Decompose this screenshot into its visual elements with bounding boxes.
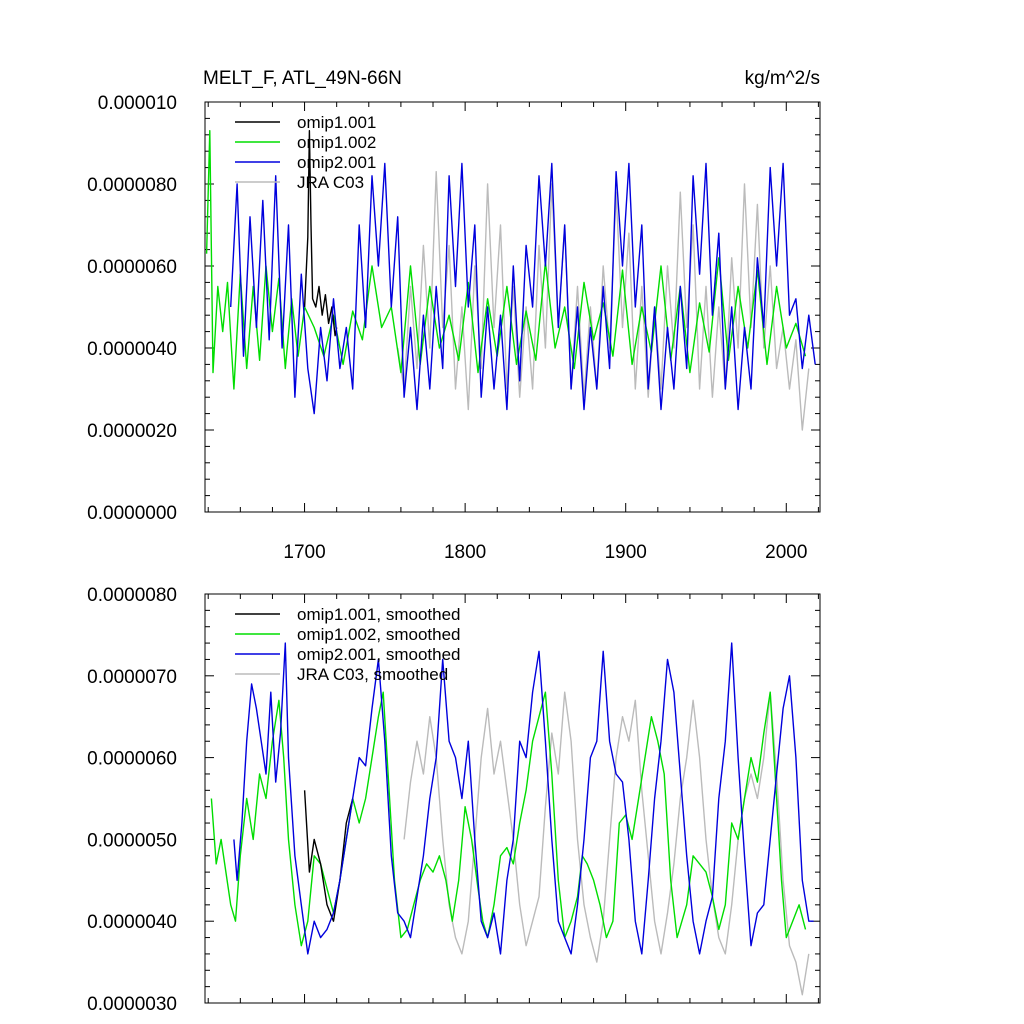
chart-units: kg/m^2/s bbox=[745, 68, 820, 89]
legend-label: omip2.001 bbox=[297, 153, 376, 172]
series-line-omip2-001-smoothed bbox=[233, 642, 814, 955]
y-tick-label: 0.0000080 bbox=[87, 175, 177, 196]
series-line-omip1-001 bbox=[303, 129, 338, 337]
x-tick-label: 2000 bbox=[765, 542, 807, 563]
y-tick-label: 0.000010 bbox=[98, 93, 177, 114]
series-line-jra-c03-smoothed bbox=[403, 691, 810, 996]
legend-label: omip1.001 bbox=[297, 113, 376, 132]
series-line-omip1-001-smoothed bbox=[303, 790, 354, 922]
legend-label: JRA C03, smoothed bbox=[297, 665, 448, 684]
y-tick-label: 0.0000000 bbox=[87, 503, 177, 524]
x-tick-label: 1800 bbox=[444, 542, 486, 563]
chart-title: MELT_F, ATL_49N-66N bbox=[203, 68, 402, 89]
series-line-omip2-001 bbox=[230, 162, 816, 415]
legend-label: omip1.002 bbox=[297, 133, 376, 152]
plot-frame bbox=[204, 101, 821, 513]
y-tick-label: 0.0000040 bbox=[87, 912, 177, 933]
y-tick-label: 0.0000080 bbox=[87, 585, 177, 606]
x-tick-label: 1700 bbox=[283, 542, 325, 563]
y-tick-label: 0.0000070 bbox=[87, 667, 177, 688]
series-line-jra-c03 bbox=[397, 170, 810, 431]
y-tick-label: 0.0000040 bbox=[87, 339, 177, 360]
series-line-omip1-002-smoothed bbox=[210, 691, 807, 947]
legend-label: omip1.001, smoothed bbox=[297, 605, 461, 624]
x-tick-label: 1900 bbox=[605, 542, 647, 563]
y-tick-label: 0.0000060 bbox=[87, 749, 177, 770]
y-tick-label: 0.0000060 bbox=[87, 257, 177, 278]
bottom-panel: 0.0000030 0.0000040 0.0000050 0.0000060 0.00… bbox=[87, 585, 821, 1015]
top-panel: 0.0000000 0.0000020 0.0000040 0.0000060 0.00… bbox=[87, 68, 821, 563]
series-line-omip1-002 bbox=[205, 129, 807, 390]
plot-frame bbox=[204, 593, 821, 1004]
legend-label: JRA C03 bbox=[297, 173, 364, 192]
y-tick-label: 0.0000050 bbox=[87, 830, 177, 851]
legend-label: omip2.001, smoothed bbox=[297, 645, 461, 664]
y-tick-label: 0.0000020 bbox=[87, 421, 177, 442]
legend-label: omip1.002, smoothed bbox=[297, 625, 461, 644]
y-tick-label: 0.0000030 bbox=[87, 994, 177, 1015]
